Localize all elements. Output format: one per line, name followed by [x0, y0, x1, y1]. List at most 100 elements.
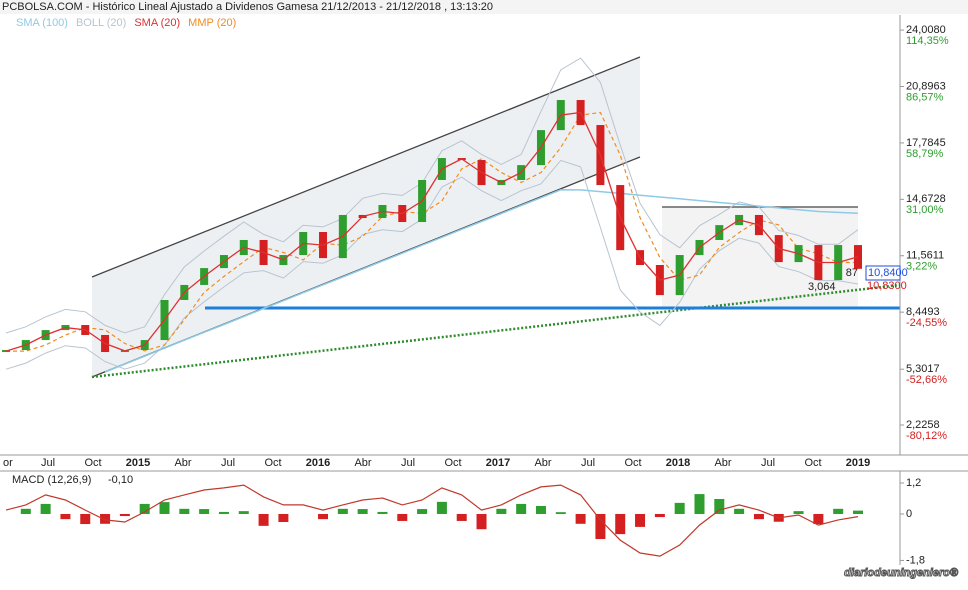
y2-tick-label: -52,66% — [906, 374, 947, 386]
y-tick-label: 11,5611 — [906, 250, 944, 262]
histogram-bar — [734, 508, 745, 514]
y-tick-label: 14,6728 — [906, 193, 946, 205]
histogram-bar — [417, 509, 428, 514]
histogram-bar — [40, 503, 51, 514]
price-box — [865, 265, 901, 281]
trend-line — [91, 283, 901, 379]
histogram-bar — [753, 513, 764, 520]
y2-tick-label: -24,55% — [906, 317, 947, 329]
histogram-bar — [119, 513, 130, 517]
histogram-bar — [853, 510, 863, 514]
histogram-bar — [436, 501, 447, 514]
x-tick-label: Abr — [534, 457, 551, 469]
annotation: 3,064 — [808, 281, 836, 293]
histogram-bar — [199, 509, 210, 514]
boll-line — [5, 159, 859, 370]
annotation: 10,8400 — [868, 267, 908, 279]
y-tick-label: 0 — [906, 508, 912, 520]
legend-entry: BOLL (20) — [76, 17, 126, 29]
chart-title: PCBOLSA.COM - Histórico Lineal Ajustado … — [2, 1, 493, 13]
x-tick-label: 2019 — [846, 457, 870, 469]
histogram-bar — [575, 513, 586, 524]
x-tick-label: Abr — [714, 457, 731, 469]
histogram-bar — [238, 511, 249, 514]
histogram-bar — [278, 513, 289, 522]
mmp-line — [6, 111, 858, 352]
histogram-bar — [615, 513, 626, 535]
x-tick-label: Jul — [761, 457, 775, 469]
histogram-bar — [813, 513, 824, 525]
histogram-bar — [674, 502, 685, 514]
y-tick-label: 5,3017 — [906, 363, 940, 375]
y-tick-label: 20,8963 — [906, 80, 946, 92]
y2-tick-label: 86,57% — [906, 91, 944, 103]
x-tick-label: Oct — [624, 457, 641, 469]
histogram-bar — [833, 508, 844, 514]
y-tick-label: 24,0080 — [906, 24, 946, 36]
annotation: 10,8300 — [867, 280, 907, 292]
histogram-bar — [654, 513, 665, 518]
sma100-line — [104, 189, 859, 373]
histogram-bar — [595, 513, 606, 540]
histogram-bar — [258, 513, 269, 526]
x-tick-label: Oct — [264, 457, 281, 469]
histogram-bar — [357, 509, 368, 514]
histogram-bar — [159, 502, 170, 514]
legend-entry: MMP (20) — [188, 17, 236, 29]
histogram-bar — [20, 508, 31, 514]
legend-entry: SMA (100) — [16, 17, 68, 29]
histogram-bar — [179, 508, 190, 514]
x-tick-label: Abr — [354, 457, 371, 469]
histogram-bar — [318, 513, 329, 520]
histogram-bar — [337, 508, 348, 514]
x-tick-label: Oct — [804, 457, 821, 469]
histogram-bar — [456, 513, 467, 521]
y2-tick-label: 114,35% — [906, 35, 949, 47]
y2-tick-label: 31,00% — [906, 204, 944, 216]
channel-upper — [91, 56, 641, 278]
y2-tick-label: -80,12% — [906, 430, 947, 442]
macd-title: MACD (12,26,9) — [12, 474, 91, 486]
histogram-bar — [218, 511, 229, 514]
x-tick-label: Jul — [581, 457, 595, 469]
x-tick-label: 2017 — [486, 457, 510, 469]
macd-value: -0,10 — [108, 474, 133, 486]
annotation: 87 — [846, 267, 858, 279]
histogram-bar — [635, 513, 646, 527]
y-tick-label: 17,7845 — [906, 137, 946, 149]
y2-tick-label: 3,22% — [906, 261, 937, 273]
histogram-bar — [793, 511, 804, 514]
y-tick-label: 2,2258 — [906, 419, 940, 431]
histogram-bar — [377, 511, 388, 514]
histogram-bar — [80, 513, 91, 525]
x-tick-label: 2018 — [666, 457, 690, 469]
histogram-bar — [555, 512, 566, 514]
histogram-bar — [694, 494, 705, 514]
x-tick-label: Jul — [401, 457, 415, 469]
watermark: diariodeuningeniero® — [844, 567, 959, 579]
x-tick-label: Oct — [84, 457, 101, 469]
y-tick-label: 8,4493 — [906, 306, 940, 318]
x-tick-label: 2015 — [126, 457, 150, 469]
histogram-bar — [60, 513, 71, 520]
histogram-bar — [100, 513, 111, 524]
header-bar — [0, 0, 968, 14]
y2-tick-label: 58,79% — [906, 148, 944, 160]
histogram-bar — [397, 513, 408, 521]
histogram-bar — [516, 503, 527, 514]
sma20-line — [5, 111, 859, 352]
x-tick-label: Jul — [221, 457, 235, 469]
x-tick-label: Jul — [41, 457, 55, 469]
y-tick-label: -1,8 — [906, 554, 925, 566]
histogram-bar — [476, 513, 487, 530]
y-tick-label: 1,2 — [906, 477, 921, 489]
legend-entry: SMA (20) — [134, 17, 180, 29]
histogram-bar — [139, 503, 150, 514]
boll-line — [5, 57, 859, 334]
x-tick-label: or — [3, 457, 13, 469]
histogram-bar — [535, 505, 546, 514]
histogram-bar — [714, 499, 725, 514]
x-tick-label: Abr — [174, 457, 191, 469]
histogram-bar — [496, 508, 507, 514]
